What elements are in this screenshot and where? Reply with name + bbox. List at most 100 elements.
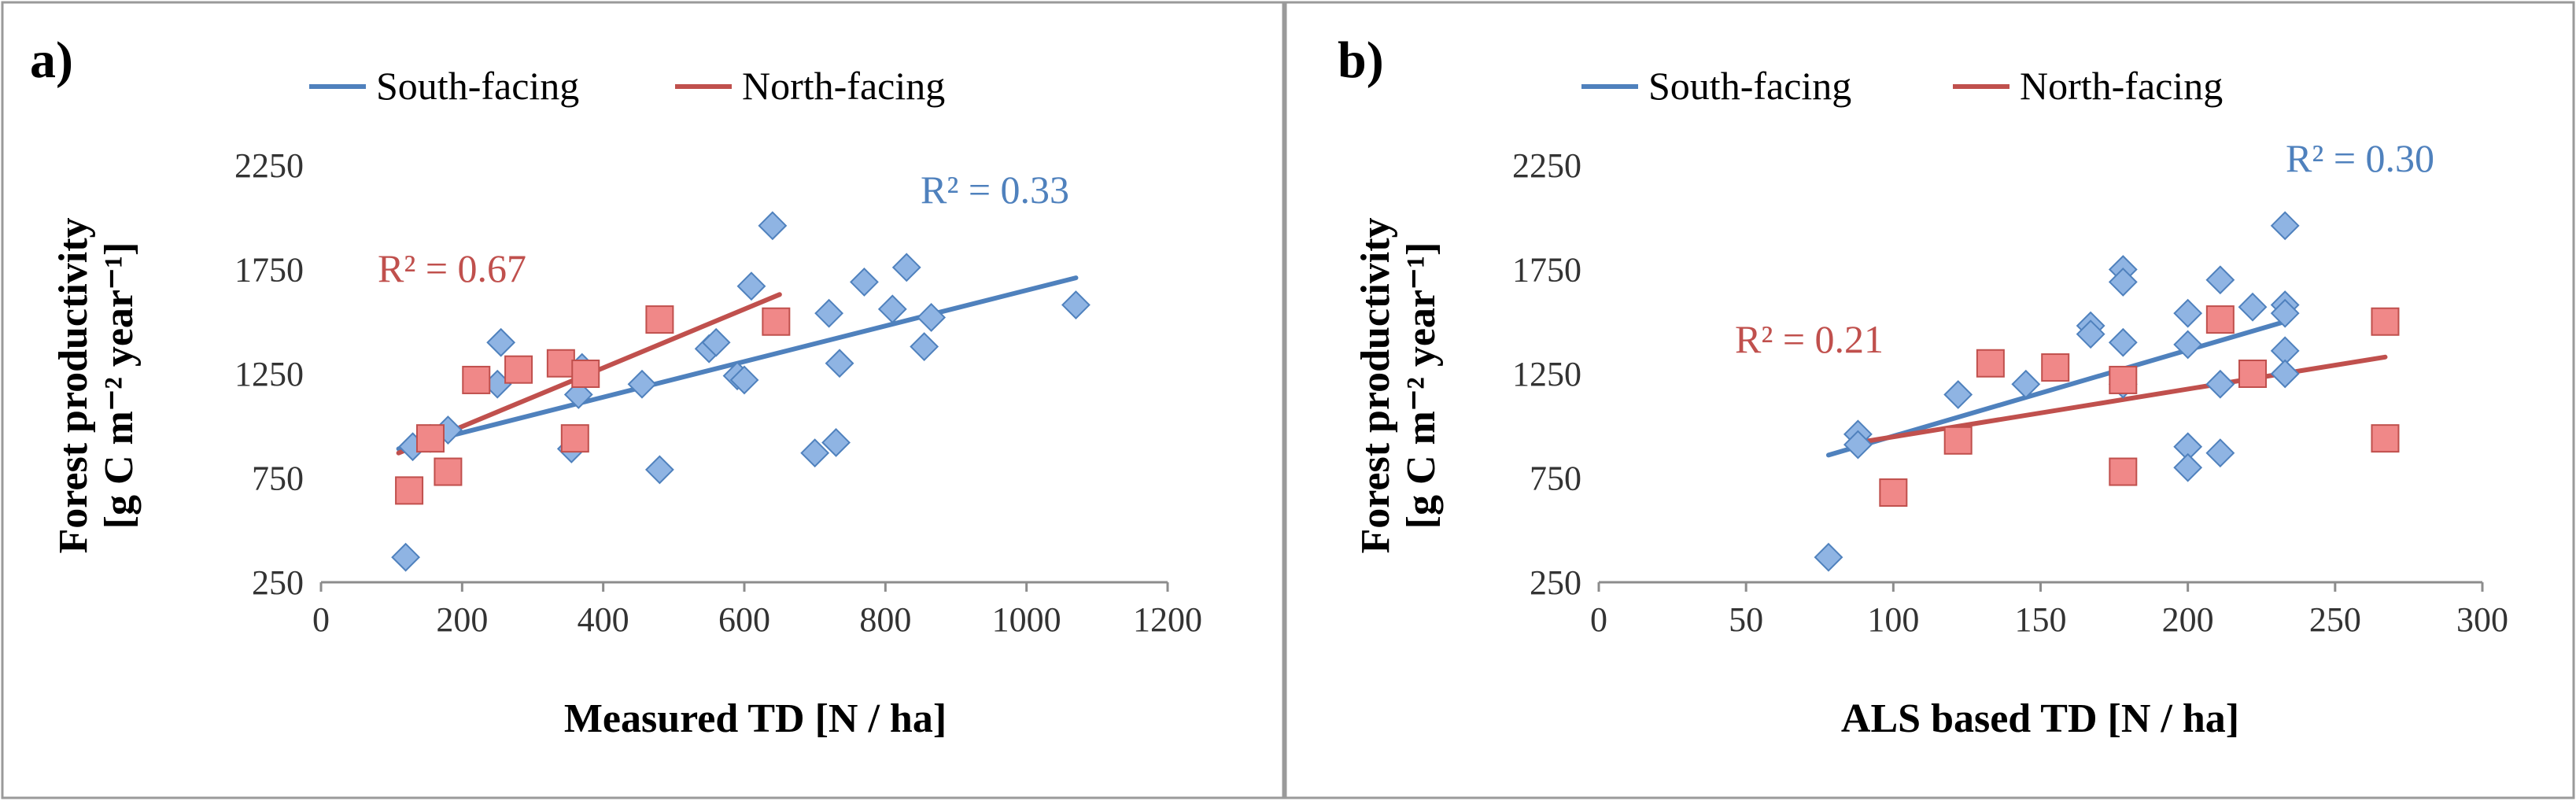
x-tick-label: 0: [312, 600, 330, 639]
north-data-point: [2205, 305, 2235, 334]
x-tick-label: 200: [2162, 600, 2214, 639]
legend-north-label: North-facing: [742, 64, 945, 108]
south-data-point: [1843, 430, 1873, 460]
y-axis-title-line1: Forest productivity: [1353, 217, 1398, 553]
panel-b-plot: 0 50 100 150 200 250 300 250 750 1250 1750 2250 R² =…: [1512, 136, 2508, 639]
north-r2-label: R² = 0.67: [378, 246, 526, 290]
north-data-point: [395, 476, 424, 505]
south-data-point: [627, 369, 657, 399]
panel-b-legend: South-facing North-facing: [1581, 64, 2223, 108]
south-data-point: [910, 332, 939, 361]
south-data-point: [2108, 267, 2138, 297]
panel-a-plot: 0 200 400 600 800 1000 1200 250 750 1250 1750 2250 R…: [234, 146, 1202, 639]
panel-a: a) South-facing North-facing Forest prod…: [1, 1, 1285, 799]
x-tick-label: 800: [859, 600, 911, 639]
x-tick-label: 150: [2015, 600, 2067, 639]
south-data-point: [2011, 369, 2041, 399]
y-tick-label: 1750: [1512, 251, 1581, 290]
north-data-point: [2041, 353, 2070, 382]
panel-a-letter: a): [30, 31, 73, 89]
x-tick-label: 1200: [1133, 600, 1202, 639]
south-data-point: [2270, 211, 2300, 241]
south-data-point: [1061, 290, 1091, 319]
south-data-point: [391, 542, 421, 572]
panel-a-y-axis-title: Forest productivity [g C m⁻² year⁻¹]: [51, 217, 142, 553]
panel-b-y-axis-title: Forest productivity [g C m⁻² year⁻¹]: [1353, 217, 1444, 553]
south-data-point: [736, 271, 766, 301]
south-data-point: [2173, 452, 2203, 482]
x-tick-label: 200: [436, 600, 488, 639]
north-data-point: [504, 355, 533, 384]
legend-south-label: South-facing: [376, 64, 579, 108]
y-tick-label: 250: [252, 563, 304, 602]
south-data-point: [2205, 369, 2235, 399]
x-tick-label: 300: [2456, 600, 2508, 639]
north-data-point: [762, 307, 791, 336]
panel-b-x-axis-title: ALS based TD [N / ha]: [1841, 696, 2239, 741]
south-data-point: [800, 438, 830, 468]
panel-a-frame: [1, 1, 1285, 799]
x-tick-label: 400: [578, 600, 629, 639]
south-data-point: [2270, 298, 2300, 328]
south-data-point: [2270, 359, 2300, 389]
north-data-point: [1943, 426, 1973, 455]
y-tick-label: 1250: [234, 355, 304, 393]
south-data-point: [758, 211, 788, 241]
north-data-point: [560, 424, 589, 453]
south-data-point: [2205, 438, 2235, 468]
y-tick-label: 750: [1530, 460, 1581, 498]
y-tick-label: 250: [1530, 563, 1581, 602]
x-tick-label: 1000: [992, 600, 1061, 639]
south-data-point: [877, 294, 907, 324]
y-tick-label: 750: [252, 460, 304, 498]
x-tick-label: 250: [2309, 600, 2361, 639]
panel-b-frame: [1284, 1, 2575, 799]
y-axis-title-line2: [g C m⁻² year⁻¹]: [1399, 242, 1444, 530]
y-tick-label: 2250: [1512, 146, 1581, 185]
x-tick-label: 0: [1590, 600, 1607, 639]
south-data-point: [644, 455, 674, 485]
south-data-point: [1943, 380, 1973, 409]
south-data-point: [2205, 265, 2235, 295]
south-data-point: [2238, 292, 2268, 322]
x-tick-label: 50: [1729, 600, 1763, 639]
south-data-point: [2173, 298, 2203, 328]
panel-b: b) South-facing North-facing Forest prod…: [1284, 1, 2575, 799]
north-data-point: [1879, 478, 1908, 508]
south-data-point: [701, 327, 731, 357]
north-data-point: [2371, 307, 2400, 336]
south-data-point: [917, 303, 947, 332]
north-r2-label: R² = 0.21: [1735, 317, 1884, 361]
north-data-point: [571, 360, 600, 388]
y-tick-label: 1250: [1512, 355, 1581, 393]
panel-a-x-axis-title: Measured TD [N / ha]: [564, 696, 947, 741]
south-data-point: [814, 298, 844, 328]
south-data-point: [891, 253, 921, 282]
south-r2-label: R² = 0.33: [921, 168, 1069, 212]
south-r2-label: R² = 0.30: [2286, 136, 2434, 180]
north-data-point: [546, 349, 575, 378]
panel-a-legend: South-facing North-facing: [309, 64, 945, 108]
x-tick-label: 600: [718, 600, 770, 639]
north-data-point: [434, 457, 463, 486]
north-data-point: [1976, 349, 2005, 378]
south-data-point: [1814, 542, 1843, 572]
panel-b-letter: b): [1338, 31, 1384, 89]
legend-south-label: South-facing: [1648, 64, 1851, 108]
south-data-point: [2076, 319, 2105, 349]
north-data-point: [462, 365, 491, 394]
north-data-point: [2109, 365, 2138, 394]
north-data-point: [645, 305, 674, 334]
south-data-point: [850, 267, 879, 297]
south-data-point: [2173, 330, 2203, 360]
south-data-point: [2108, 327, 2138, 357]
y-axis-title-line1: Forest productivity: [51, 217, 96, 553]
x-tick-label: 100: [1867, 600, 1919, 639]
south-data-point: [486, 327, 516, 357]
south-data-point: [821, 428, 851, 457]
legend-north-label: North-facing: [2020, 64, 2223, 108]
north-data-point: [2371, 424, 2400, 453]
north-data-point: [415, 424, 445, 453]
y-tick-label: 2250: [234, 146, 304, 185]
